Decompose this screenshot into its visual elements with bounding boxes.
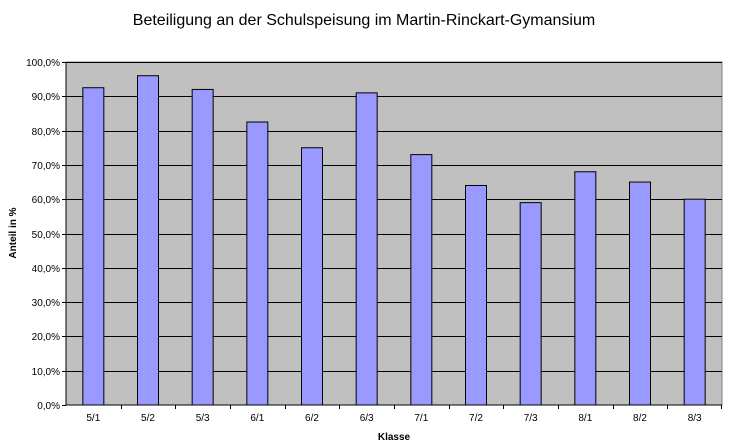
y-tick-label: 90,0% bbox=[32, 92, 60, 103]
y-axis-ticks: 0,0% 10,0% 20,0% 30,0% 40,0% 50,0% 60,0% 70,0% 8… bbox=[26, 58, 66, 412]
bar-7-2 bbox=[465, 184, 487, 406]
bar-8-1 bbox=[574, 171, 597, 406]
x-axis-label: Klasse bbox=[378, 432, 411, 443]
plot-area bbox=[65, 61, 723, 406]
x-tick-label: 5/1 bbox=[86, 413, 100, 424]
bar-6-1 bbox=[246, 121, 269, 406]
x-tick-label: 8/3 bbox=[688, 413, 702, 424]
x-tick-label: 5/2 bbox=[141, 413, 155, 424]
y-tick-label: 0,0% bbox=[37, 401, 60, 412]
bar-6-3 bbox=[355, 92, 378, 406]
y-tick-label: 50,0% bbox=[32, 230, 60, 241]
x-tick-label: 7/2 bbox=[469, 413, 483, 424]
y-tick-label: 20,0% bbox=[32, 332, 60, 343]
x-tick-label: 6/2 bbox=[305, 413, 319, 424]
chart-title: Beteiligung an der Schulspeisung im Mart… bbox=[133, 12, 595, 29]
bars bbox=[82, 75, 706, 406]
x-tick-label: 6/3 bbox=[360, 413, 374, 424]
bar-7-3 bbox=[519, 202, 542, 406]
bar-8-3 bbox=[683, 198, 706, 406]
y-tick-label: 60,0% bbox=[32, 195, 60, 206]
gridlines bbox=[66, 62, 722, 372]
x-tick-label: 5/3 bbox=[196, 413, 210, 424]
bar-6-2 bbox=[301, 147, 323, 406]
y-tick-label: 70,0% bbox=[32, 161, 60, 172]
x-tick-label: 8/1 bbox=[578, 413, 592, 424]
x-tick-label: 7/1 bbox=[414, 413, 428, 424]
bar-8-2 bbox=[629, 181, 651, 406]
y-axis-label: Anteil in % bbox=[8, 207, 19, 258]
x-tick-label: 6/1 bbox=[250, 413, 264, 424]
x-tick-label: 8/2 bbox=[633, 413, 647, 424]
y-tick-label: 80,0% bbox=[32, 127, 60, 138]
y-tick-label: 100,0% bbox=[26, 58, 60, 69]
y-tick-label: 10,0% bbox=[32, 367, 60, 378]
bar-5-3 bbox=[191, 88, 214, 406]
bar-7-1 bbox=[410, 154, 433, 406]
bar-5-1 bbox=[82, 87, 105, 406]
y-tick-label: 30,0% bbox=[32, 298, 60, 309]
bar-5-2 bbox=[137, 75, 159, 406]
y-tick-label: 40,0% bbox=[32, 264, 60, 275]
x-axis-ticks: 5/1 5/2 5/3 6/1 6/2 6/3 7/1 7/2 7/3 8/1 8/2 8/3 bbox=[86, 405, 722, 424]
x-tick-label: 7/3 bbox=[524, 413, 538, 424]
